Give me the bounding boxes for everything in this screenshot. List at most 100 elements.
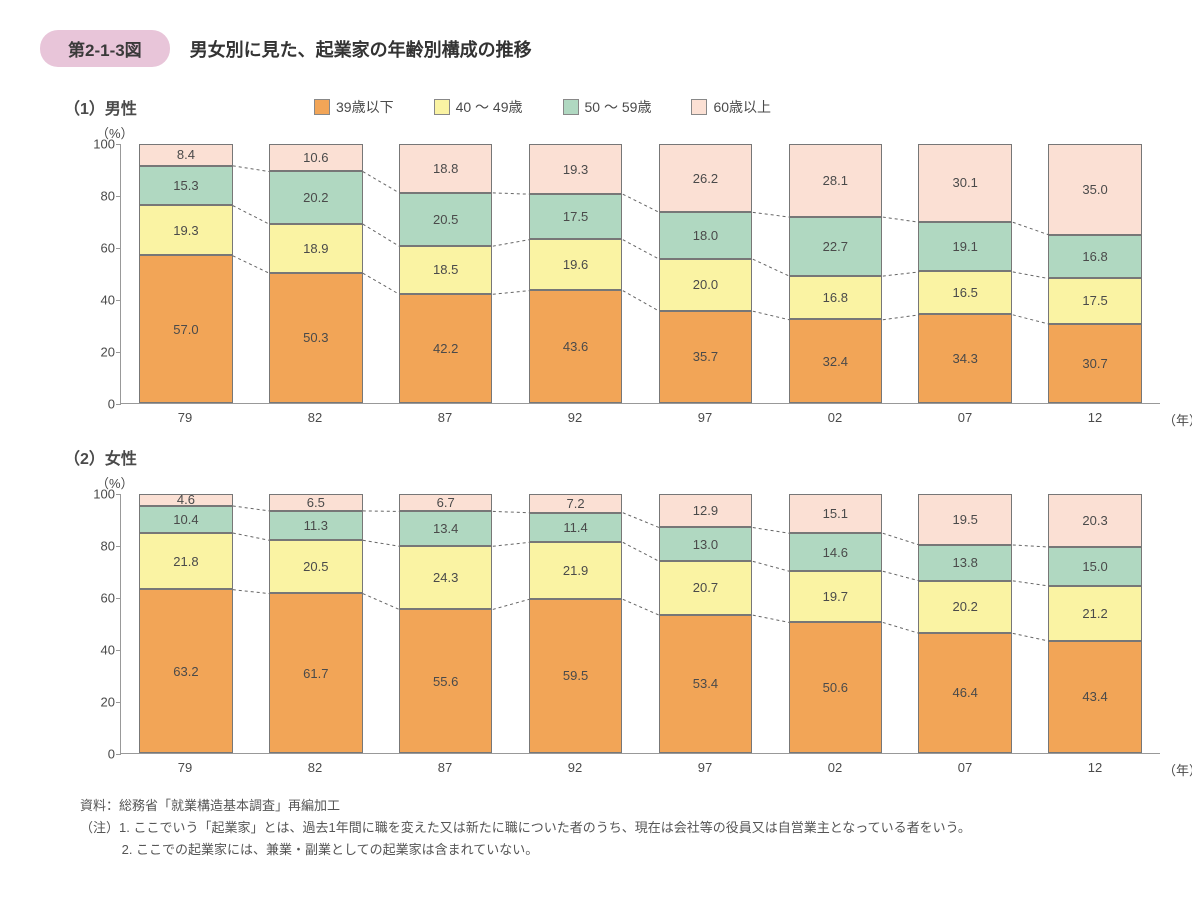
bar-segment: 43.6	[529, 290, 623, 403]
legend-label: 39歳以下	[336, 97, 394, 117]
segment-value: 30.1	[953, 175, 978, 190]
x-tick-label: 92	[510, 754, 640, 775]
bar-segment: 20.5	[399, 193, 493, 246]
stacked-bar: 32.416.822.728.1	[789, 144, 883, 403]
bar-segment: 13.8	[918, 545, 1012, 581]
footnotes: 資料： 総務省「就業構造基本調査」再編加工 （注）1. ここでいう「起業家」とは…	[80, 795, 1152, 861]
x-tick-label: 12	[1030, 404, 1160, 425]
segment-value: 10.4	[173, 512, 198, 527]
bar-segment: 13.4	[399, 511, 493, 546]
segment-value: 53.4	[693, 676, 718, 691]
segment-value: 24.3	[433, 570, 458, 585]
stacked-bar: 59.521.911.47.2	[529, 494, 623, 753]
x-tick-label: 02	[770, 404, 900, 425]
bar-segment: 16.8	[1048, 235, 1142, 279]
legend-item: 50 ～ 59歳	[563, 97, 652, 117]
segment-value: 59.5	[563, 668, 588, 683]
figure-header: 第2-1-3図 男女別に見た、起業家の年齢別構成の推移	[40, 30, 1152, 67]
plot-area: 02040608010063.221.810.44.661.720.511.36…	[120, 494, 1160, 754]
bar-segment: 18.0	[659, 212, 753, 259]
bar-segment: 20.5	[269, 540, 363, 593]
y-tick-label: 20	[81, 345, 115, 360]
x-tick-label: 12	[1030, 754, 1160, 775]
legend-item: 60歳以上	[691, 97, 771, 117]
bar-segment: 20.2	[918, 581, 1012, 633]
stacked-bar: 61.720.511.36.5	[269, 494, 363, 753]
bar-segment: 20.3	[1048, 494, 1142, 547]
segment-value: 16.5	[953, 285, 978, 300]
y-tick-label: 60	[81, 241, 115, 256]
y-tick-label: 80	[81, 189, 115, 204]
footnote-item: （注）1. ここでいう「起業家」とは、過去1年間に職を変えた又は新たに職についた…	[80, 817, 1152, 839]
segment-value: 35.7	[693, 349, 718, 364]
bar-segment: 42.2	[399, 294, 493, 403]
bar-segment: 55.6	[399, 609, 493, 753]
y-tick-label: 20	[81, 695, 115, 710]
segment-value: 19.7	[823, 589, 848, 604]
x-tick-label: 07	[900, 404, 1030, 425]
bar-segment: 19.6	[529, 239, 623, 290]
segment-value: 63.2	[173, 664, 198, 679]
bar-segment: 6.5	[269, 494, 363, 511]
segment-value: 32.4	[823, 354, 848, 369]
legend-label: 60歳以上	[713, 97, 771, 117]
stacked-bar: 35.720.018.026.2	[659, 144, 753, 403]
bar-segment: 59.5	[529, 599, 623, 753]
x-tick-label: 79	[120, 754, 250, 775]
y-tick-label: 0	[81, 747, 115, 762]
bar-segment: 11.4	[529, 513, 623, 543]
bar-segment: 24.3	[399, 546, 493, 609]
x-tick-label: 92	[510, 404, 640, 425]
bar-segment: 10.6	[269, 144, 363, 171]
segment-value: 12.9	[693, 503, 718, 518]
segment-value: 43.6	[563, 339, 588, 354]
y-tick-label: 40	[81, 293, 115, 308]
bar-segment: 35.7	[659, 311, 753, 403]
bar-segment: 20.7	[659, 561, 753, 615]
segment-value: 57.0	[173, 322, 198, 337]
plot-area: 02040608010057.019.315.38.450.318.920.21…	[120, 144, 1160, 404]
y-axis-unit: （%）	[96, 123, 1152, 142]
x-axis-unit: （年）	[1163, 410, 1192, 429]
figure-number-badge: 第2-1-3図	[40, 30, 170, 67]
x-tick-label: 07	[900, 754, 1030, 775]
x-axis-unit: （年）	[1163, 760, 1192, 779]
bar-segment: 28.1	[789, 144, 883, 217]
segment-value: 19.5	[953, 512, 978, 527]
segment-value: 18.5	[433, 262, 458, 277]
segment-value: 43.4	[1082, 689, 1107, 704]
footnote-item: 2. ここでの起業家には、兼業・副業としての起業家は含まれていない。	[80, 839, 1152, 861]
segment-value: 18.0	[693, 228, 718, 243]
legend-label: 40 ～ 49歳	[456, 97, 523, 117]
bar-segment: 6.7	[399, 494, 493, 511]
segment-value: 15.1	[823, 506, 848, 521]
bar-segment: 43.4	[1048, 641, 1142, 753]
bar-segment: 4.6	[139, 494, 233, 506]
segment-value: 19.1	[953, 239, 978, 254]
segment-value: 20.5	[303, 559, 328, 574]
legend-item: 40 ～ 49歳	[434, 97, 523, 117]
bar-segment: 15.1	[789, 494, 883, 533]
bar-segment: 16.5	[918, 271, 1012, 314]
bar-segment: 14.6	[789, 533, 883, 571]
bar-segment: 34.3	[918, 314, 1012, 403]
segment-value: 7.2	[567, 496, 585, 511]
segment-value: 20.5	[433, 212, 458, 227]
segment-value: 21.8	[173, 554, 198, 569]
bar-segment: 19.3	[529, 144, 623, 194]
segment-value: 13.4	[433, 521, 458, 536]
segment-value: 4.6	[177, 492, 195, 507]
y-tick-label: 80	[81, 539, 115, 554]
bar-segment: 30.7	[1048, 324, 1142, 404]
chart-header: （1）男性39歳以下40 ～ 49歳50 ～ 59歳60歳以上	[64, 95, 1152, 119]
segment-value: 6.7	[437, 495, 455, 510]
x-tick-label: 87	[380, 404, 510, 425]
segment-value: 19.3	[563, 162, 588, 177]
stacked-bar: 46.420.213.819.5	[918, 494, 1012, 753]
bar-segment: 22.7	[789, 217, 883, 276]
x-tick-label: 82	[250, 404, 380, 425]
x-tick-label: 97	[640, 404, 770, 425]
segment-value: 26.2	[693, 171, 718, 186]
segment-value: 13.8	[953, 555, 978, 570]
stacked-bar: 50.318.920.210.6	[269, 144, 363, 403]
